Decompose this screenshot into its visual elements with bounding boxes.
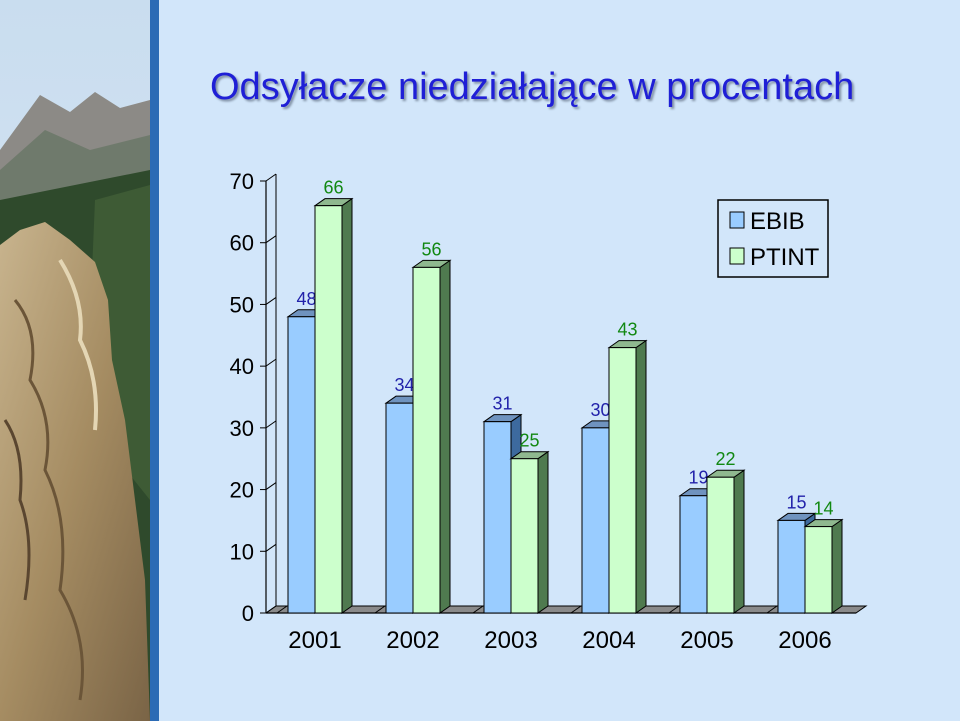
y-tick-depth (265, 235, 277, 244)
bar-front (483, 421, 512, 614)
y-tick-depth (265, 420, 277, 429)
y-tick-depth (265, 482, 277, 490)
y-tick-label: 20 (230, 478, 254, 503)
y-tick-label: 40 (230, 354, 254, 379)
bar-ptint-2001 (313, 197, 354, 614)
y-tick-depth (265, 543, 277, 552)
legend-swatch-ebib (729, 211, 745, 229)
y-tick-depth (265, 605, 277, 614)
y-tick-label: 60 (230, 231, 254, 256)
accent-divider (150, 0, 159, 721)
floor-separator (472, 605, 484, 614)
legend: EBIB PTINT (717, 199, 829, 278)
y-tick-label: 0 (242, 601, 254, 626)
bar-side (831, 518, 843, 614)
floor-separator (374, 605, 386, 614)
y-tick-depth (265, 173, 277, 182)
floor-separator (766, 605, 778, 614)
bar-ptint-2002 (411, 259, 452, 614)
y-tick-depth (265, 297, 277, 305)
data-label-ptint: 43 (617, 320, 637, 340)
x-tick-label: 2002 (386, 627, 439, 654)
x-tick-label: 2004 (582, 627, 635, 654)
floor-separator (668, 605, 680, 614)
data-label-ebib: 15 (786, 492, 806, 512)
data-label-ebib: 19 (688, 468, 708, 488)
y-tick-label: 50 (230, 292, 254, 317)
bar-front (412, 266, 441, 614)
x-tick-label: 2006 (778, 627, 831, 654)
data-label-ptint: 25 (519, 431, 539, 451)
y-tick-depth (265, 358, 277, 367)
bar-side (635, 339, 647, 614)
bar-front (706, 476, 735, 614)
y-tick-label: 70 (230, 169, 254, 194)
y-tick-label: 10 (230, 539, 254, 564)
floor-separator (276, 605, 288, 614)
bar-side (439, 259, 451, 614)
legend-swatch-ptint (729, 247, 745, 265)
x-tick-label: 2003 (484, 627, 537, 654)
bar-ptint-2005 (705, 469, 746, 614)
data-label-ptint: 66 (323, 178, 343, 198)
data-label-ptint: 56 (421, 239, 441, 259)
data-label-ebib: 31 (492, 394, 512, 414)
mountain-photo (0, 0, 150, 721)
bar-front (804, 526, 833, 614)
data-label-ebib: 34 (394, 375, 414, 395)
bar-front (510, 458, 539, 614)
bar-ptint-2006 (803, 518, 844, 614)
y-tick-label: 30 (230, 416, 254, 441)
slide-title: Odsyłacze niedziałające w procentach (210, 66, 855, 108)
bar-front (679, 495, 708, 614)
bar-ptint-2003 (509, 450, 550, 614)
data-label-ebib: 48 (296, 289, 316, 309)
bar-front (581, 427, 610, 614)
bar-side (733, 469, 745, 614)
bar-side (537, 450, 549, 614)
bar-front (608, 347, 637, 614)
data-label-ptint: 22 (715, 449, 735, 469)
bar-side (341, 197, 353, 614)
legend-label-ebib: EBIB (750, 208, 805, 235)
data-label-ptint: 14 (813, 499, 833, 519)
bar-front (287, 316, 316, 614)
data-label-ebib: 30 (590, 400, 610, 420)
legend-label-ptint: PTINT (750, 244, 820, 271)
floor-separator (570, 605, 582, 614)
x-tick-label: 2005 (680, 627, 733, 654)
bar-front (777, 519, 806, 614)
bar-front (314, 205, 343, 614)
bar-ptint-2004 (607, 339, 648, 614)
x-tick-label: 2001 (288, 627, 341, 654)
bar-front (385, 402, 414, 614)
